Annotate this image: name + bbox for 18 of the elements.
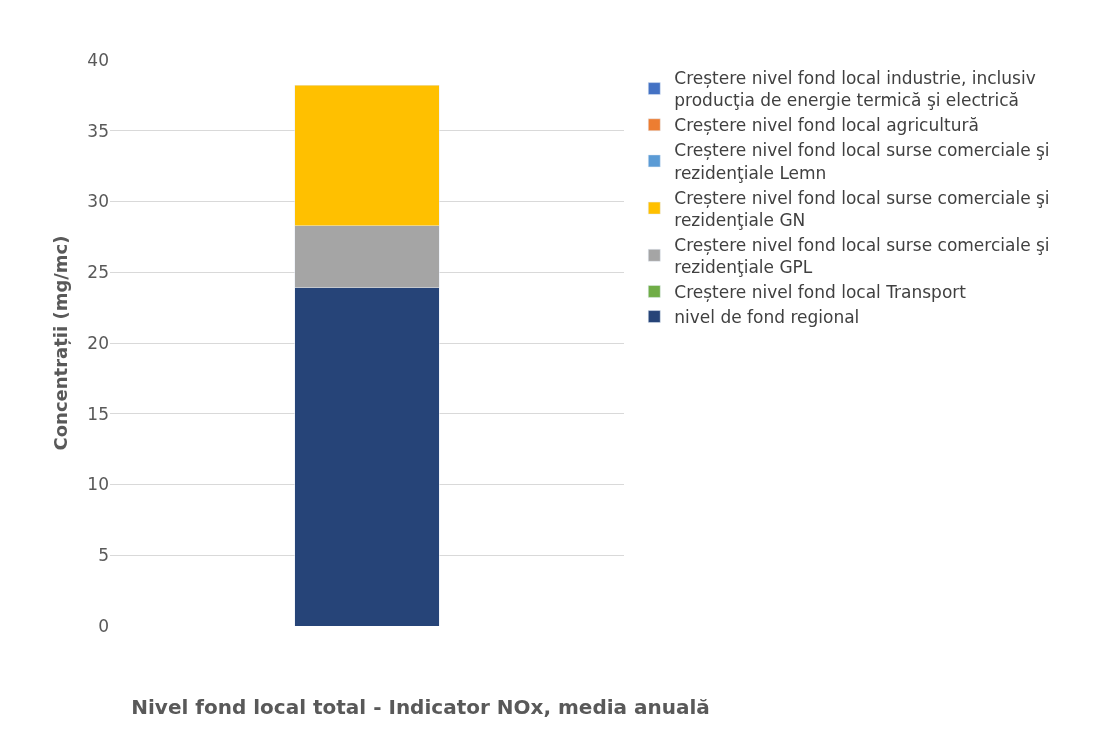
text: Nivel fond local total - Indicator NOx, media anuală	[131, 694, 710, 719]
y-tick-label: 15	[87, 403, 109, 424]
y-tick-label: 25	[87, 262, 109, 283]
y-axis-title: Concentrații (mg/mc)	[49, 235, 71, 451]
y-tick-label: 0	[98, 615, 109, 636]
legend-label: Creștere nivel fond local surse comerciale şi rezidenţiale GN	[674, 187, 1050, 230]
legend-label: Creștere nivel fond local agricultură	[674, 115, 979, 136]
legend-label: Creștere nivel fond local surse comerciale şi rezidenţiale Lemn	[674, 140, 1050, 183]
legend-label: nivel de fond regional	[674, 307, 860, 328]
y-tick-label: 10	[87, 474, 109, 495]
legend-label: Creștere nivel fond local industrie, inclusiv producţia de energie termică şi electrică	[674, 68, 1036, 111]
legend-label: Creștere nivel fond local Transport	[674, 282, 967, 303]
y-tick-label: 35	[87, 120, 109, 141]
y-tick-label: 5	[98, 545, 109, 566]
y-tick-label: 30	[87, 191, 109, 212]
legend-label: Creștere nivel fond local surse comerciale şi rezidenţiale GPL	[674, 234, 1050, 277]
y-tick-label: 20	[87, 332, 109, 353]
y-tick-label: 40	[87, 49, 109, 70]
